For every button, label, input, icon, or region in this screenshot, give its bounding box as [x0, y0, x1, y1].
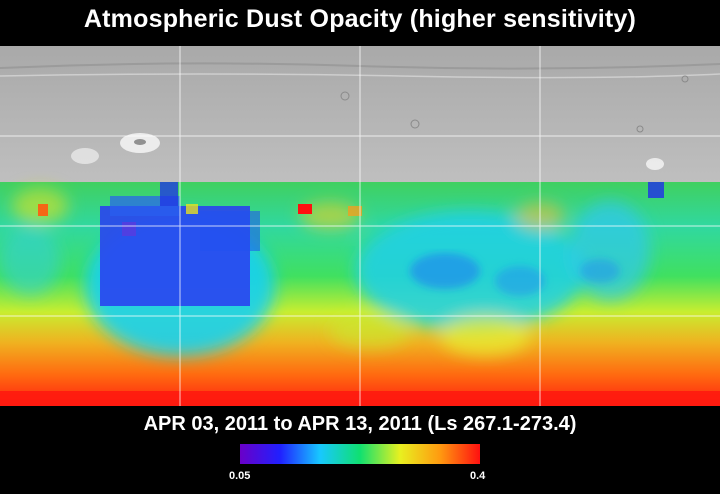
colorbar-min-label: 0.05 [229, 470, 251, 482]
colorbar [240, 444, 480, 464]
map-svg [0, 46, 720, 406]
date-range: APR 03, 2011 to APR 13, 2011 (Ls 267.1-2… [143, 413, 577, 435]
dust-hotspot [298, 204, 312, 214]
map-title: Atmospheric Dust Opacity (higher sensiti… [83, 5, 637, 33]
graticule [0, 46, 720, 406]
mars-dust-map [0, 46, 720, 406]
colorbar-max-label: 0.4 [470, 470, 486, 482]
